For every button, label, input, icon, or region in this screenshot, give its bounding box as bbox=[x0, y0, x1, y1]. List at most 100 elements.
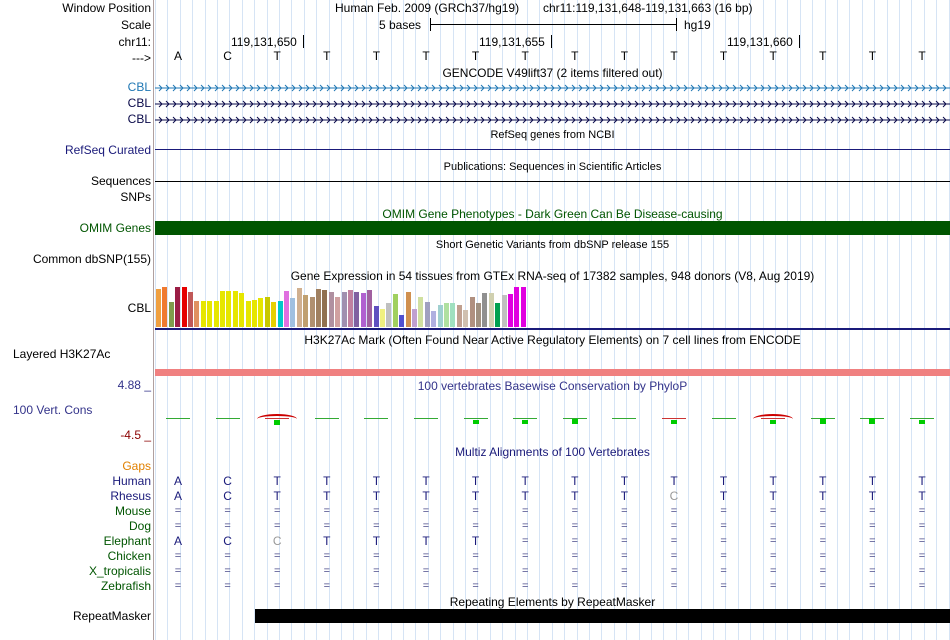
gtex-tissue-bar[interactable] bbox=[444, 303, 449, 327]
gtex-tissue-bar[interactable] bbox=[328, 292, 334, 327]
omim-genes-label[interactable]: OMIM Genes bbox=[79, 221, 151, 235]
sequences-line[interactable] bbox=[155, 181, 950, 182]
gtex-tissue-bar[interactable] bbox=[175, 287, 181, 327]
gtex-tissue-bar[interactable] bbox=[431, 311, 437, 327]
repeatmasker-label[interactable]: RepeatMasker bbox=[72, 609, 151, 623]
gtex-tissue-bar[interactable] bbox=[213, 301, 219, 327]
gtex-tissue-bar[interactable] bbox=[450, 303, 456, 327]
gtex-tissue-bar[interactable] bbox=[360, 293, 366, 327]
refseq-track-title: RefSeq genes from NCBI bbox=[490, 129, 615, 141]
gtex-tissue-bar[interactable] bbox=[258, 298, 264, 327]
gtex-tissue-bar[interactable] bbox=[418, 297, 424, 327]
gtex-tissue-bar[interactable] bbox=[437, 305, 443, 327]
gtex-tissue-bar[interactable] bbox=[354, 292, 360, 327]
gtex-tissue-bar[interactable] bbox=[277, 301, 283, 327]
gtex-tissue-bar[interactable] bbox=[405, 292, 411, 327]
alignment-base: T bbox=[323, 489, 331, 503]
gtex-tissue-bar[interactable] bbox=[335, 297, 341, 327]
gtex-tissue-bar[interactable] bbox=[264, 297, 270, 327]
gtex-tissue-bar[interactable] bbox=[252, 300, 257, 327]
gtex-tissue-bar[interactable] bbox=[514, 287, 520, 327]
gtex-tissue-bar[interactable] bbox=[495, 303, 501, 327]
position-tick-mark-3 bbox=[799, 35, 800, 48]
gtex-tissue-bar[interactable] bbox=[508, 294, 513, 327]
gencode-cbl-label-2[interactable]: CBL bbox=[127, 96, 151, 110]
gaps-label: Gaps bbox=[122, 459, 151, 473]
gtex-tissue-bar[interactable] bbox=[476, 303, 481, 327]
gtex-tissue-bar[interactable] bbox=[501, 295, 507, 327]
alignment-base: = bbox=[472, 550, 479, 562]
repeat-element-bar[interactable] bbox=[255, 609, 950, 623]
gtex-tissue-bar[interactable] bbox=[482, 293, 488, 327]
grid-line bbox=[688, 0, 689, 640]
gtex-tissue-bar[interactable] bbox=[373, 306, 379, 327]
alignment-base: = bbox=[174, 580, 182, 592]
dbsnp-track-title: Short Genetic Variants from dbSNP releas… bbox=[435, 239, 670, 251]
vert-cons-label[interactable]: 100 Vert. Cons bbox=[13, 403, 93, 417]
alignment-base: T bbox=[372, 474, 381, 488]
alignment-base: T bbox=[620, 474, 629, 488]
scale-label: Scale bbox=[120, 18, 151, 32]
gtex-tissue-bar[interactable] bbox=[412, 309, 417, 327]
gtex-tissue-bar[interactable] bbox=[162, 287, 168, 327]
base-letter: C bbox=[223, 49, 232, 63]
gtex-tissue-bar[interactable] bbox=[156, 289, 161, 327]
gtex-cbl-label[interactable]: CBL bbox=[127, 301, 151, 315]
gencode-cbl-label-1[interactable]: CBL bbox=[127, 80, 151, 94]
grid-line bbox=[552, 0, 553, 640]
gtex-tissue-bar[interactable] bbox=[232, 291, 238, 327]
gtex-tissue-bar[interactable] bbox=[456, 305, 462, 327]
omim-track-title: OMIM Gene Phenotypes - Dark Green Can Be… bbox=[382, 207, 723, 221]
gtex-tissue-bar[interactable] bbox=[181, 287, 187, 327]
alignment-base: = bbox=[373, 550, 380, 562]
layered-h3k27ac-label[interactable]: Layered H3K27Ac bbox=[13, 347, 111, 361]
gtex-tissue-bar[interactable] bbox=[207, 301, 213, 327]
sequences-label[interactable]: Sequences bbox=[90, 174, 151, 188]
gtex-tissue-bar[interactable] bbox=[488, 293, 494, 327]
gtex-tissue-bar[interactable] bbox=[194, 301, 200, 327]
gencode-gene-models[interactable] bbox=[155, 80, 950, 130]
gtex-tissue-bar[interactable] bbox=[309, 297, 315, 327]
alignment-base: = bbox=[571, 535, 579, 547]
gtex-tissue-bar[interactable] bbox=[284, 291, 289, 327]
gtex-tissue-bar[interactable] bbox=[367, 290, 373, 327]
gtex-tissue-bar[interactable] bbox=[316, 289, 321, 327]
grid-line bbox=[353, 0, 354, 640]
h3k27ac-signal-bar[interactable] bbox=[155, 369, 950, 376]
gtex-tissue-bar[interactable] bbox=[322, 290, 328, 327]
gtex-tissue-bar[interactable] bbox=[341, 292, 347, 327]
gtex-tissue-bar[interactable] bbox=[220, 291, 225, 327]
phylop-conservation-plot[interactable] bbox=[155, 395, 950, 440]
gencode-cbl-label-3[interactable]: CBL bbox=[127, 112, 151, 126]
gtex-tissue-bar[interactable] bbox=[463, 310, 469, 327]
gtex-tissue-bar[interactable] bbox=[520, 287, 526, 327]
conservation-min-label: -4.5 _ bbox=[120, 428, 151, 442]
gtex-tissue-bar[interactable] bbox=[245, 301, 251, 327]
gtex-tissue-bar[interactable] bbox=[469, 297, 475, 327]
common-dbsnp-label[interactable]: Common dbSNP(155) bbox=[32, 252, 151, 266]
genome-browser-image[interactable]: Human Feb. 2009 (GRCh37/hg19) chr11:119,… bbox=[155, 0, 950, 640]
gtex-tissue-bar[interactable] bbox=[386, 303, 392, 327]
gtex-tissue-bar[interactable] bbox=[424, 302, 430, 327]
snps-label[interactable]: SNPs bbox=[120, 190, 151, 204]
gtex-tissue-bar[interactable] bbox=[239, 293, 245, 327]
gtex-tissue-bar[interactable] bbox=[168, 302, 174, 327]
gtex-tissue-bar[interactable] bbox=[271, 302, 277, 327]
gtex-tissue-bar[interactable] bbox=[200, 301, 206, 327]
gtex-tissue-bar[interactable] bbox=[348, 290, 353, 327]
refseq-curated-label[interactable]: RefSeq Curated bbox=[64, 143, 151, 157]
gtex-tissue-bar[interactable] bbox=[296, 288, 302, 327]
refseq-gene-line[interactable] bbox=[155, 149, 950, 150]
omim-gene-bar[interactable] bbox=[155, 221, 950, 235]
alignment-base: = bbox=[521, 565, 529, 577]
gtex-tissue-bar[interactable] bbox=[303, 295, 309, 327]
gtex-tissue-bar[interactable] bbox=[399, 315, 405, 327]
gtex-tissue-bar[interactable] bbox=[380, 309, 385, 327]
gtex-baseline bbox=[155, 328, 950, 330]
gtex-tissue-bar[interactable] bbox=[392, 294, 398, 327]
alignment-base: = bbox=[224, 550, 231, 562]
gtex-tissue-bar[interactable] bbox=[290, 298, 296, 327]
gtex-tissue-bar[interactable] bbox=[188, 292, 193, 327]
gtex-expression-chart[interactable] bbox=[155, 284, 950, 328]
gtex-tissue-bar[interactable] bbox=[226, 291, 232, 327]
